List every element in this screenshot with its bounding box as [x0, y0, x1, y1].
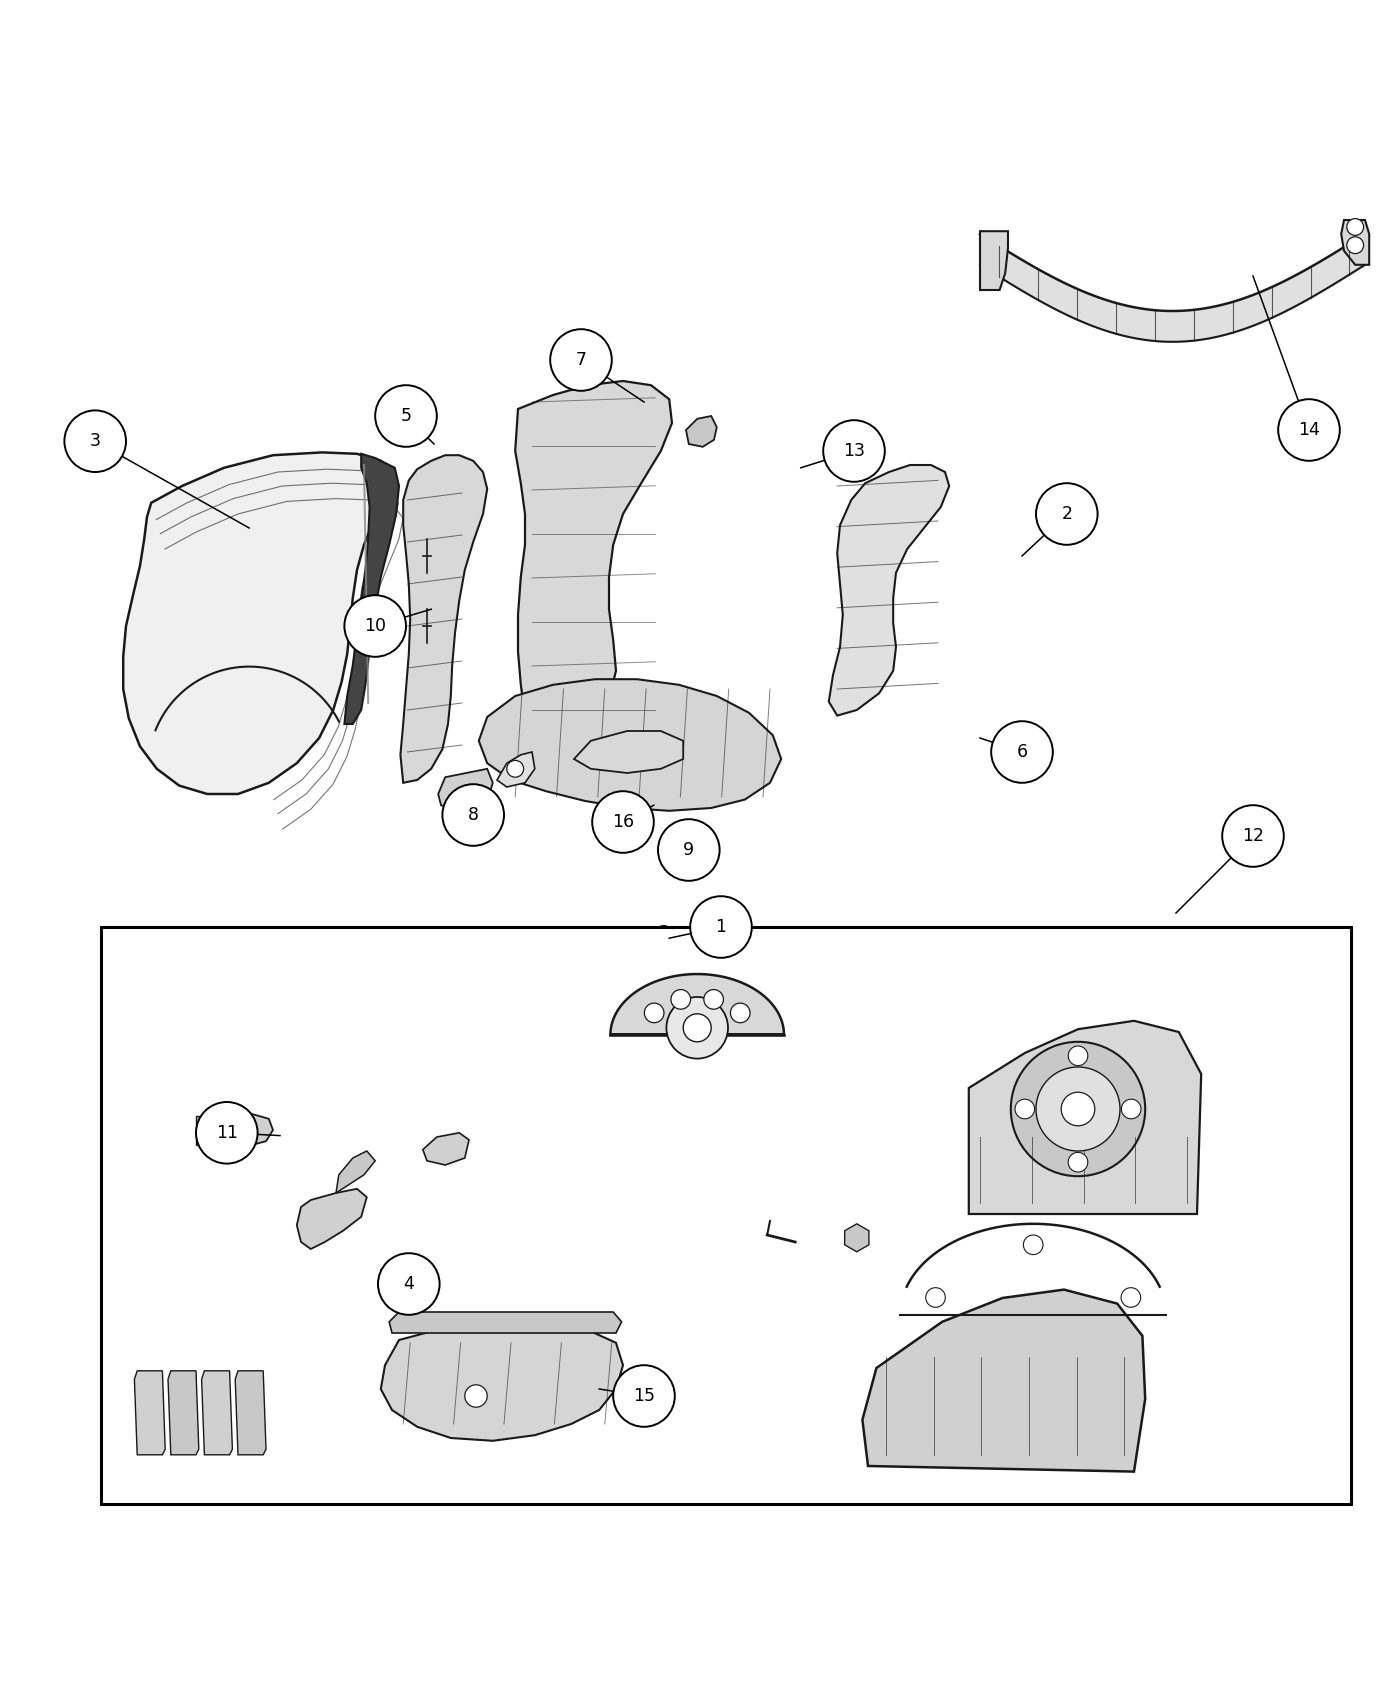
- Text: 3: 3: [90, 432, 101, 450]
- Circle shape: [1068, 1046, 1088, 1066]
- Circle shape: [1121, 1100, 1141, 1119]
- Text: 12: 12: [1242, 826, 1264, 845]
- Polygon shape: [381, 1323, 623, 1442]
- Circle shape: [731, 1003, 750, 1023]
- FancyBboxPatch shape: [196, 1132, 217, 1146]
- Polygon shape: [168, 1370, 199, 1455]
- Circle shape: [378, 1253, 440, 1314]
- Polygon shape: [969, 1020, 1201, 1214]
- Text: 6: 6: [1016, 743, 1028, 762]
- Circle shape: [1036, 483, 1098, 544]
- Circle shape: [671, 989, 690, 1010]
- Polygon shape: [438, 768, 493, 811]
- Text: 4: 4: [403, 1275, 414, 1294]
- Text: 8: 8: [468, 806, 479, 824]
- Circle shape: [465, 1386, 487, 1408]
- Text: 15: 15: [633, 1387, 655, 1404]
- Circle shape: [1023, 1234, 1043, 1255]
- Text: 14: 14: [1298, 422, 1320, 439]
- Text: 13: 13: [843, 442, 865, 461]
- Circle shape: [655, 925, 672, 942]
- Text: 1: 1: [715, 918, 727, 937]
- Circle shape: [592, 790, 654, 853]
- Polygon shape: [297, 1188, 367, 1250]
- Polygon shape: [200, 1114, 273, 1149]
- Polygon shape: [235, 1370, 266, 1455]
- FancyBboxPatch shape: [196, 1115, 217, 1130]
- Circle shape: [64, 410, 126, 473]
- Circle shape: [823, 420, 885, 481]
- Circle shape: [683, 1013, 711, 1042]
- Circle shape: [1222, 806, 1284, 867]
- Circle shape: [613, 1365, 675, 1426]
- Polygon shape: [134, 1370, 165, 1455]
- Circle shape: [1015, 1100, 1035, 1119]
- Circle shape: [196, 1102, 258, 1163]
- Circle shape: [1347, 236, 1364, 253]
- Polygon shape: [515, 381, 672, 741]
- FancyBboxPatch shape: [101, 927, 1351, 1504]
- Circle shape: [550, 330, 612, 391]
- Circle shape: [1347, 219, 1364, 235]
- Circle shape: [658, 819, 720, 881]
- Circle shape: [507, 760, 524, 777]
- Circle shape: [1036, 1068, 1120, 1151]
- Polygon shape: [336, 1151, 375, 1193]
- Circle shape: [442, 784, 504, 847]
- Text: 16: 16: [612, 813, 634, 831]
- Circle shape: [704, 989, 724, 1010]
- Polygon shape: [423, 1132, 469, 1164]
- Circle shape: [925, 1287, 945, 1307]
- Circle shape: [375, 386, 437, 447]
- Polygon shape: [497, 751, 535, 787]
- Polygon shape: [686, 416, 717, 447]
- Polygon shape: [862, 1290, 1145, 1472]
- Text: 9: 9: [683, 842, 694, 858]
- Circle shape: [991, 721, 1053, 782]
- Circle shape: [666, 996, 728, 1059]
- Circle shape: [1061, 1091, 1095, 1125]
- Circle shape: [1121, 1287, 1141, 1307]
- Circle shape: [344, 595, 406, 656]
- Polygon shape: [389, 1312, 622, 1333]
- Polygon shape: [574, 731, 683, 774]
- Text: 10: 10: [364, 617, 386, 636]
- Text: 5: 5: [400, 406, 412, 425]
- Text: 7: 7: [575, 350, 587, 369]
- Polygon shape: [980, 231, 1008, 291]
- Polygon shape: [610, 974, 784, 1035]
- Polygon shape: [829, 466, 949, 716]
- Circle shape: [690, 896, 752, 957]
- Polygon shape: [123, 452, 389, 794]
- Circle shape: [1278, 400, 1340, 461]
- Polygon shape: [400, 456, 487, 782]
- Text: 11: 11: [216, 1124, 238, 1142]
- Polygon shape: [1341, 219, 1369, 265]
- Polygon shape: [344, 454, 399, 724]
- Polygon shape: [479, 680, 781, 811]
- Text: 2: 2: [1061, 505, 1072, 524]
- Circle shape: [1068, 1153, 1088, 1171]
- Circle shape: [644, 1003, 664, 1023]
- Polygon shape: [202, 1370, 232, 1455]
- Circle shape: [1011, 1042, 1145, 1176]
